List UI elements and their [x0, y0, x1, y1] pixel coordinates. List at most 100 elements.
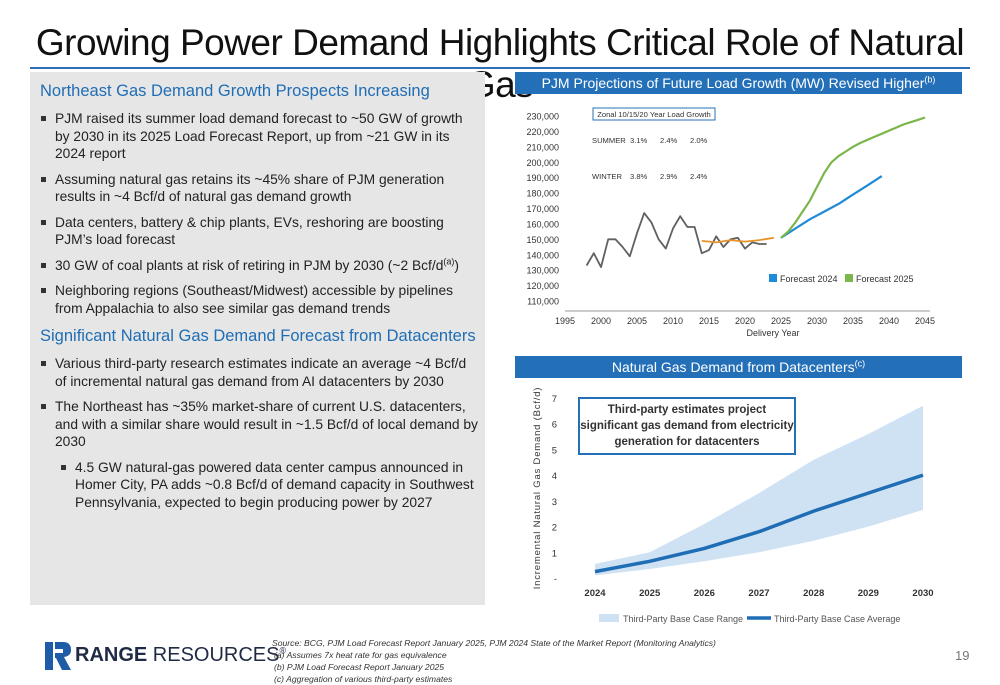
chart2-y-tick-label: 4	[552, 471, 557, 482]
chart1-inset-value: 2.0%	[690, 136, 708, 145]
chart2-annotation-line: generation for datacenters	[614, 436, 759, 448]
chart1-inset-value: 3.8%	[630, 172, 648, 181]
chart2-legend-label-average: Third-Party Base Case Average	[774, 614, 900, 624]
logo-bold: RANGE	[75, 644, 148, 666]
source-line: Source: BCG, PJM Load Forecast Report Ja…	[272, 638, 716, 648]
load-growth-chart: 110,000 120,000 130,000 140,000 150,000 160,0…	[515, 98, 962, 348]
bullet-item: Data centers, battery & chip plants, EVs…	[40, 214, 480, 249]
bullet-list-datacenters: Various third-party research estimates i…	[40, 355, 480, 511]
chart1-series-line	[780, 116, 926, 239]
chart1-legend-swatch	[769, 274, 777, 282]
chart1-legend-label: Forecast 2025	[856, 274, 914, 284]
datacenter-demand-chart: - 1 2 3 4 5 6 7 Incremental Natural Gas Demand (…	[515, 382, 962, 632]
chart1-y-tick-label: 140,000	[526, 250, 559, 260]
chart1-inset-row-label: SUMMER	[592, 136, 626, 145]
load-growth-chart-svg: 110,000 120,000 130,000 140,000 150,000 160,0…	[515, 98, 962, 348]
chart2-x-tick-label: 2030	[912, 588, 933, 599]
footnote-a: (a) Assumes 7x heat rate for gas equival…	[274, 650, 447, 660]
chart1-inset-title-box	[592, 107, 716, 121]
chart2-y-tick-label: 6	[552, 420, 557, 431]
chart1-x-tick-label: 2010	[663, 316, 683, 326]
chart2-x-tick-label: 2026	[694, 588, 715, 599]
chart1-y-tick-label: 190,000	[526, 173, 559, 183]
chart1-y-tick-label: 150,000	[526, 235, 559, 245]
bullet-item: Neighboring regions (Southeast/Midwest) …	[40, 282, 480, 317]
bullet-list-northeast: PJM raised its summer load demand foreca…	[40, 110, 480, 317]
logo-rest: RESOURCES	[147, 644, 280, 666]
bullet-item: The Northeast has ~35% market-share of c…	[40, 398, 480, 451]
chart1-x-tick-label: 2020	[735, 316, 755, 326]
chart1-series-line	[585, 212, 767, 269]
bullet-item: Various third-party research estimates i…	[40, 355, 480, 390]
chart1-y-tick-label: 130,000	[526, 266, 559, 276]
chart1-y-tick-label: 160,000	[526, 219, 559, 229]
chart2-annotation-line: significant gas demand from electricity	[580, 420, 794, 432]
chart1-y-tick-label: 180,000	[526, 189, 559, 199]
chart2-footnote-marker: (c)	[854, 358, 866, 369]
chart2-legend-swatch-range	[599, 614, 619, 622]
chart1-inset-title: Zonal 10/15/20 Year Load Growth	[597, 110, 711, 119]
chart1-series-line	[780, 175, 883, 239]
range-logo-icon	[45, 642, 71, 670]
chart2-average-line	[594, 473, 924, 574]
chart1-x-tick-label: 2015	[699, 316, 719, 326]
chart1-y-tick-label: 230,000	[526, 112, 559, 122]
chart2-annotation-box	[578, 397, 796, 455]
left-text-panel: Northeast Gas Demand Growth Prospects In…	[30, 72, 485, 605]
chart1-x-tick-label: 2025	[771, 316, 791, 326]
datacenter-demand-chart-svg: - 1 2 3 4 5 6 7 Incremental Natural Gas Demand (…	[515, 382, 962, 632]
logo-registered: ®	[279, 645, 287, 656]
section-title-northeast: Northeast Gas Demand Growth Prospects In…	[40, 82, 430, 100]
chart2-x-tick-label: 2025	[639, 588, 661, 599]
chart1-header: PJM Projections of Future Load Growth (M…	[515, 72, 962, 94]
company-logo: RANGE RESOURCES®	[45, 640, 286, 672]
chart1-y-tick-label: 120,000	[526, 281, 559, 291]
chart2-x-tick-label: 2029	[858, 588, 879, 599]
chart2-y-axis-label: Incremental Natural Gas Demand (Bcf/d)	[532, 387, 543, 590]
bullet-text: 30 GW of coal plants at risk of retiring…	[55, 257, 444, 273]
chart1-y-tick-label: 170,000	[526, 204, 559, 214]
chart1-y-tick-label: 220,000	[526, 127, 559, 137]
title-divider	[30, 67, 970, 69]
chart1-background	[515, 98, 962, 348]
chart1-legend-swatch	[845, 274, 853, 282]
chart1-x-tick-label: 2030	[807, 316, 827, 326]
section-title-datacenters: Significant Natural Gas Demand Forecast …	[40, 327, 476, 345]
chart1-x-tick-label: 1995	[555, 316, 575, 326]
chart2-header: Natural Gas Demand from Datacenters(c)	[515, 356, 962, 378]
bullet-item-coal: 30 GW of coal plants at risk of retiring…	[40, 255, 480, 275]
chart2-y-tick-label: 5	[552, 445, 557, 456]
chart1-header-text: PJM Projections of Future Load Growth (M…	[541, 75, 925, 91]
chart1-legend-label: Forecast 2024	[780, 274, 838, 284]
chart1-x-tick-label: 2035	[843, 316, 863, 326]
bullet-text-close: )	[454, 257, 460, 273]
chart1-y-tick-label: 110,000	[527, 297, 559, 307]
chart1-x-tick-label: 2040	[879, 316, 899, 326]
chart2-x-tick-label: 2024	[584, 588, 606, 599]
chart1-x-tick-label: 2045	[915, 316, 935, 326]
chart2-x-tick-label: 2028	[803, 588, 824, 599]
bullet-item: Assuming natural gas retains its ~45% sh…	[40, 171, 480, 206]
chart2-range-band	[595, 405, 923, 576]
footnote-marker: (a)	[443, 255, 455, 266]
chart1-footnote-marker: (b)	[924, 74, 936, 85]
chart1-inset-value: 2.4%	[660, 136, 678, 145]
chart1-inset-value: 2.9%	[660, 172, 678, 181]
bullet-item: PJM raised its summer load demand foreca…	[40, 110, 480, 163]
footnote-c: (c) Aggregation of various third-party e…	[274, 674, 453, 684]
chart2-y-tick-label: 3	[552, 497, 557, 508]
chart1-inset-value: 2.4%	[690, 172, 708, 181]
chart1-x-axis-label: Delivery Year	[746, 328, 799, 338]
chart2-x-tick-label: 2027	[748, 588, 769, 599]
chart1-x-tick-label: 2005	[627, 316, 647, 326]
chart2-y-tick-label: 7	[552, 394, 557, 405]
chart2-header-text: Natural Gas Demand from Datacenters	[611, 359, 855, 375]
chart2-annotation-line: Third-party estimates project	[608, 404, 767, 416]
chart1-inset-row-label: WINTER	[592, 172, 622, 181]
chart1-inset-value: 3.1%	[630, 136, 648, 145]
sub-bullet-item: 4.5 GW natural-gas powered data center c…	[60, 459, 480, 512]
chart2-y-tick-label: 1	[552, 548, 557, 559]
chart1-y-tick-label: 210,000	[526, 142, 559, 152]
chart1-y-tick-label: 200,000	[526, 158, 559, 168]
chart1-series-line	[701, 236, 774, 244]
